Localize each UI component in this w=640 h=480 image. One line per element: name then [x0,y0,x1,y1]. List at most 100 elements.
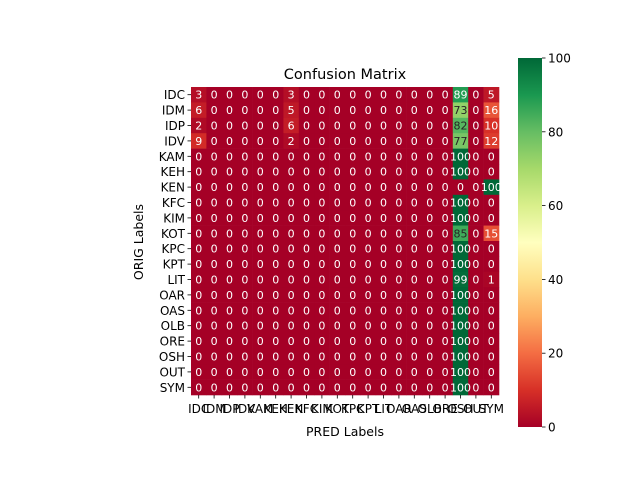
heatmap-cell [437,148,454,165]
cell-value-label: 0 [380,274,387,287]
heatmap-cell [483,87,500,103]
cell-value-label: 0 [365,274,372,287]
cell-value-label: 0 [442,351,449,364]
cell-value-label: 0 [257,243,264,256]
cell-value-label: 0 [349,274,356,287]
cell-value-label: 0 [211,135,218,148]
heatmap-cell [206,241,223,257]
cell-value-label: 0 [211,104,218,117]
heatmap-cell [221,210,238,226]
cell-value-label: 0 [195,351,202,364]
cell-value-label: 0 [380,120,387,133]
cell-value-label: 0 [380,243,387,256]
heatmap-cell [221,117,238,134]
cell-value-label: 0 [365,212,372,225]
cell-value-label: 0 [303,212,310,225]
cell-value-label: 0 [257,89,264,102]
cell-value-label: 0 [272,366,279,379]
cell-value-label: 0 [380,197,387,210]
heatmap-cell [391,194,407,211]
heatmap-cell [375,302,392,319]
heatmap-cell [298,256,315,273]
cell-value-label: 0 [257,104,264,117]
y-tick-label: IDP [165,119,185,133]
x-tick-label: IDM [203,402,226,416]
cell-value-label: 0 [488,197,495,210]
heatmap-cell [268,210,284,226]
heatmap-cell [268,148,284,165]
heatmap-cell [268,87,284,103]
cell-value-label: 0 [318,197,325,210]
cell-value-label: 0 [349,89,356,102]
cell-value-label: 0 [411,381,418,394]
heatmap-cell [422,133,438,149]
cell-value-label: 0 [380,89,387,102]
cell-value-label: 0 [211,120,218,133]
heatmap-cell [437,87,454,103]
cell-value-label: 0 [211,212,218,225]
cell-value-label: 0 [303,150,310,163]
heatmap-cell [314,87,330,103]
heatmap-cell [283,271,300,288]
heatmap-cell [329,102,346,119]
heatmap-cell [283,210,300,226]
cell-value-label: 0 [241,243,248,256]
cell-value-label: 0 [488,381,495,394]
cell-value-label: 0 [488,366,495,379]
heatmap-cell [221,241,238,257]
heatmap-cell [283,348,300,365]
heatmap-cell [329,318,346,334]
cell-value-label: 0 [288,243,295,256]
cell-value-label: 0 [318,320,325,333]
heatmap-cell [283,164,300,180]
cell-value-label: 0 [411,120,418,133]
cell-value-label: 0 [303,381,310,394]
cell-value-label: 0 [257,335,264,348]
cell-value-label: 0 [334,135,341,148]
cell-value-label: 0 [488,258,495,271]
cell-value-label: 0 [318,274,325,287]
y-tick-label: OAR [159,288,185,302]
heatmap-cell [345,148,361,165]
heatmap-cell [345,318,361,334]
cell-value-label: 0 [365,150,372,163]
cell-value-label: 0 [411,104,418,117]
cell-value-label: 0 [226,166,233,179]
heatmap-cell [268,179,284,196]
cell-value-label: 0 [241,351,248,364]
x-tick-label: OAS [402,402,427,416]
cell-value-label: 6 [195,104,202,117]
cell-value-label: 0 [365,89,372,102]
heatmap-cell [268,117,284,134]
cell-value-label: 2 [195,120,202,133]
heatmap-cell [437,117,454,134]
heatmap-cell [283,318,300,334]
cell-value-label: 0 [380,181,387,194]
heatmap-cell [268,318,284,334]
cell-value-label: 0 [318,304,325,317]
heatmap-cell [191,364,207,380]
cell-value-label: 0 [380,258,387,271]
cell-value-label: 0 [472,304,479,317]
heatmap-cell [422,287,438,303]
cell-value-label: 0 [272,381,279,394]
heatmap-cell [237,102,253,119]
cell-value-label: 0 [395,381,402,394]
heatmap-cell [391,87,407,103]
heatmap-cell [375,333,392,350]
heatmap-cell [437,348,454,365]
heatmap-cell [237,318,253,334]
x-tick-label: IDP [219,402,239,416]
heatmap-cell [483,133,500,149]
cell-value-label: 0 [380,150,387,163]
heatmap-cell [406,241,423,257]
heatmap-cell [345,256,361,273]
heatmap-cell [483,364,500,380]
heatmap-cell [422,318,438,334]
cell-value-label: 0 [303,89,310,102]
cell-value-label: 0 [318,366,325,379]
cell-value-label: 0 [226,135,233,148]
cell-value-label: 0 [472,197,479,210]
cell-value-label: 0 [288,212,295,225]
cell-value-label: 0 [395,104,402,117]
